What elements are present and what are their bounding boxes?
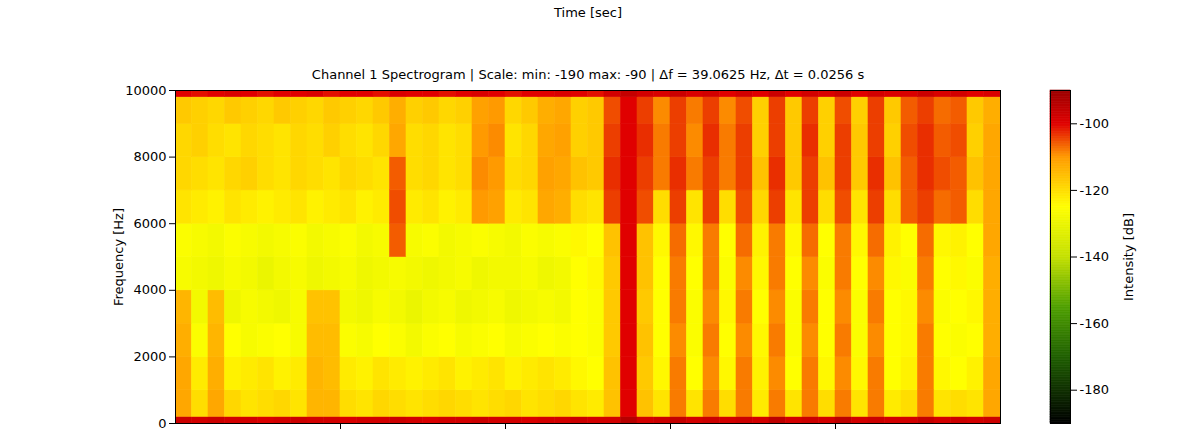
svg-text:-100: -100 (1080, 116, 1110, 131)
svg-text:-180: -180 (1080, 382, 1110, 397)
svg-text:2000: 2000 (133, 349, 166, 364)
svg-text:8000: 8000 (133, 149, 166, 164)
svg-text:4000: 4000 (133, 282, 166, 297)
svg-text:-140: -140 (1080, 249, 1110, 264)
svg-text:-160: -160 (1080, 316, 1110, 331)
svg-text:Time [sec]: Time [sec] (553, 5, 622, 20)
svg-text:Intensity [dB]: Intensity [dB] (1121, 213, 1136, 301)
svg-text:6000: 6000 (133, 216, 166, 231)
svg-text:Frequency [Hz]: Frequency [Hz] (111, 208, 126, 306)
svg-text:Channel 1 Spectrogram | Scale:: Channel 1 Spectrogram | Scale: min: -190… (312, 67, 865, 82)
svg-text:-120: -120 (1080, 183, 1110, 198)
svg-text:10000: 10000 (125, 83, 166, 98)
svg-text:0: 0 (158, 416, 166, 431)
